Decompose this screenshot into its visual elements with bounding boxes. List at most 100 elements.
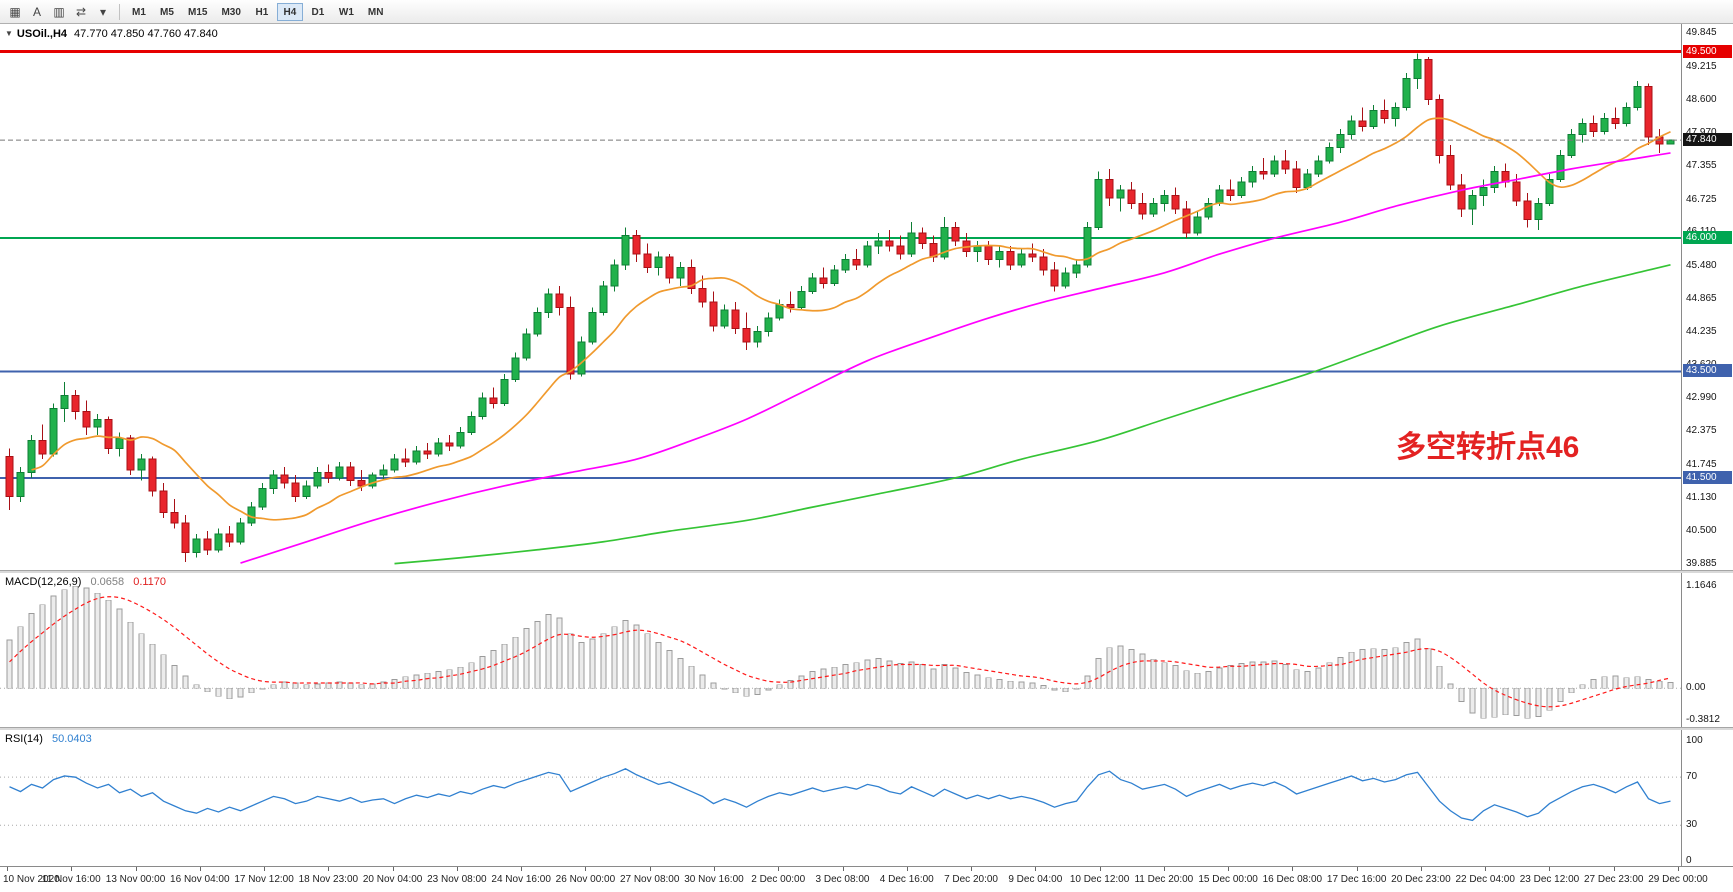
timeframe-button-h4[interactable]: H4 bbox=[276, 3, 303, 22]
time-tick bbox=[1678, 867, 1679, 871]
macd-signal-line bbox=[9, 596, 1671, 708]
macd-canvas[interactable] bbox=[0, 573, 1681, 727]
axis-label: 70 bbox=[1686, 771, 1698, 783]
panel-splitter-rsi[interactable] bbox=[0, 727, 1733, 730]
time-axis-label: 17 Nov 12:00 bbox=[234, 874, 294, 885]
timeframe-button-d1[interactable]: D1 bbox=[305, 3, 331, 21]
time-axis-label: 11 Nov 16:00 bbox=[41, 874, 101, 885]
axis-label: 40.500 bbox=[1686, 525, 1717, 537]
rsi-value: 50.0403 bbox=[51, 733, 92, 745]
axis-label: 42.990 bbox=[1686, 392, 1717, 404]
axis-label: 44.235 bbox=[1686, 326, 1717, 338]
time-tick bbox=[456, 867, 458, 871]
macd-value: 0.0658 bbox=[90, 576, 125, 588]
chart-header: ▼ USOil.,H4 47.770 47.850 47.760 47.840 bbox=[5, 28, 218, 40]
timeframe-button-group: M1 M5 M15 M30 H1 H4 D1 W1 MN bbox=[125, 2, 390, 22]
one-click-trading-icon[interactable]: ▼ bbox=[5, 29, 13, 38]
cycle-symbols-icon[interactable]: ⇄ bbox=[75, 4, 87, 19]
template-icon[interactable]: ▥ bbox=[53, 4, 65, 19]
timeframe-button-w1[interactable]: W1 bbox=[333, 3, 360, 21]
rsi-canvas[interactable] bbox=[0, 730, 1681, 866]
axis-label: 49.845 bbox=[1686, 27, 1717, 39]
time-axis-label: 7 Dec 20:00 bbox=[944, 874, 998, 885]
time-axis-label: 18 Nov 23:00 bbox=[298, 874, 359, 885]
timeframe-button-m5[interactable]: M5 bbox=[154, 3, 180, 21]
time-axis-label: 15 Dec 00:00 bbox=[1198, 874, 1258, 885]
timeframe-button-m15[interactable]: M15 bbox=[182, 3, 213, 21]
toolbar: ▦ A ▥ ⇄ ▾ M1 M5 M15 M30 H1 H4 D1 W1 MN bbox=[0, 0, 1733, 24]
time-tick bbox=[328, 867, 330, 871]
axis-label: 41.130 bbox=[1686, 491, 1717, 503]
axis-label: 1.1646 bbox=[1686, 579, 1717, 591]
time-tick bbox=[1035, 867, 1037, 871]
time-tick bbox=[906, 867, 908, 871]
main-chart-canvas[interactable] bbox=[0, 24, 1681, 570]
macd-axis[interactable]: 1.1646 0.00 -0.3812 bbox=[1681, 573, 1733, 727]
rsi-value-axis[interactable]: 100 70 30 0 bbox=[1681, 730, 1733, 866]
axis-label: 0.00 bbox=[1686, 682, 1706, 694]
main-chart-plot[interactable] bbox=[0, 24, 1681, 570]
macd-histogram bbox=[6, 585, 1674, 719]
time-tick bbox=[585, 867, 587, 871]
rsi-name: RSI(14) bbox=[5, 733, 43, 745]
time-axis-label: 17 Dec 16:00 bbox=[1326, 874, 1387, 885]
caret-down-icon[interactable]: ▾ bbox=[99, 4, 107, 19]
time-tick bbox=[778, 867, 780, 871]
price-axis[interactable]: 49.84549.21548.60047.97047.35546.72546.1… bbox=[1681, 24, 1733, 570]
time-tick bbox=[1485, 867, 1487, 871]
rsi-line bbox=[9, 768, 1671, 822]
time-tick bbox=[842, 867, 844, 871]
toolbar-icons: ▦ A ▥ ⇄ ▾ bbox=[4, 3, 114, 21]
axis-label: 44.865 bbox=[1686, 292, 1717, 304]
macd-label: MACD(12,26,9) 0.0658 0.1170 bbox=[5, 576, 166, 588]
price-badge: 47.840 bbox=[1683, 133, 1732, 147]
time-axis-label: 24 Nov 16:00 bbox=[491, 874, 551, 885]
axis-label: 41.745 bbox=[1686, 458, 1717, 470]
axis-label: -0.3812 bbox=[1686, 714, 1720, 725]
macd-name: MACD(12,26,9) bbox=[5, 576, 82, 588]
time-tick bbox=[392, 867, 394, 871]
time-tick bbox=[1228, 867, 1230, 871]
axis-label: 49.215 bbox=[1686, 60, 1717, 72]
cursor-tool-icon[interactable]: A bbox=[32, 4, 41, 19]
time-tick bbox=[1099, 867, 1101, 871]
timeframe-button-mn[interactable]: MN bbox=[362, 3, 390, 21]
timeframe-button-m30[interactable]: M30 bbox=[215, 3, 246, 21]
time-axis-label: 29 Dec 00:00 bbox=[1648, 874, 1708, 885]
toolbar-separator bbox=[119, 3, 120, 20]
axis-label: 48.600 bbox=[1686, 93, 1717, 105]
time-tick bbox=[199, 867, 201, 871]
ma-medium-line bbox=[240, 152, 1671, 564]
time-axis-label: 20 Nov 04:00 bbox=[362, 874, 423, 885]
time-axis[interactable]: 10 Nov 2020 11 Nov 16:00 13 Nov 00:00 16 No… bbox=[0, 866, 1733, 892]
macd-plot[interactable] bbox=[0, 573, 1681, 727]
panel-splitter-macd[interactable] bbox=[0, 570, 1733, 573]
price-badge: 49.500 bbox=[1683, 44, 1732, 58]
time-tick bbox=[1613, 867, 1615, 871]
timeframe-button-m1[interactable]: M1 bbox=[126, 3, 152, 21]
ma-slow-line bbox=[394, 263, 1671, 565]
candlesticks bbox=[5, 53, 1675, 563]
price-badge: 43.500 bbox=[1683, 364, 1732, 378]
time-axis-label: 11 Dec 20:00 bbox=[1134, 874, 1194, 885]
chart-annotation-text[interactable]: 多空转折点46 bbox=[1396, 431, 1580, 464]
time-axis-label: 13 Nov 00:00 bbox=[105, 874, 166, 885]
timeframe-button-h1[interactable]: H1 bbox=[249, 3, 275, 21]
time-axis-label: 27 Dec 23:00 bbox=[1583, 874, 1644, 885]
price-badge: 41.500 bbox=[1683, 470, 1732, 484]
time-axis-label: 4 Dec 16:00 bbox=[879, 874, 934, 885]
time-tick bbox=[71, 867, 73, 871]
macd-panel: MACD(12,26,9) 0.0658 0.1170 1.1646 0.00 -0… bbox=[0, 573, 1733, 727]
rsi-plot[interactable] bbox=[0, 730, 1681, 866]
time-tick bbox=[135, 867, 137, 871]
charts-grid-icon[interactable]: ▦ bbox=[9, 4, 21, 19]
ohlc-values: 47.770 47.850 47.760 47.840 bbox=[74, 28, 218, 40]
time-tick bbox=[713, 867, 715, 871]
symbol-period-label: USOil.,H4 bbox=[16, 28, 68, 40]
time-axis-label: 27 Nov 08:00 bbox=[619, 874, 680, 885]
rsi-label: RSI(14) 50.0403 bbox=[5, 733, 92, 745]
axis-label: 0 bbox=[1686, 855, 1692, 866]
time-tick bbox=[1420, 867, 1422, 871]
time-axis-label: 2 Dec 00:00 bbox=[751, 874, 806, 885]
axis-label: 46.725 bbox=[1686, 193, 1717, 205]
